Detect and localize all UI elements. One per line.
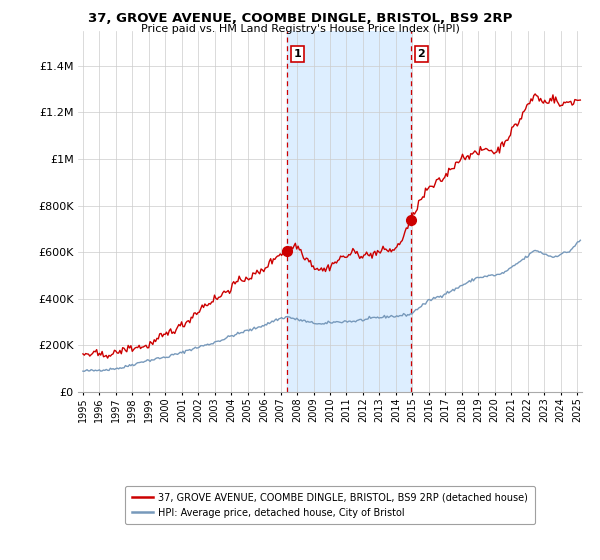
Text: Price paid vs. HM Land Registry's House Price Index (HPI): Price paid vs. HM Land Registry's House … — [140, 24, 460, 34]
Text: 1: 1 — [294, 49, 302, 59]
Bar — [287, 31, 411, 392]
Legend: 37, GROVE AVENUE, COOMBE DINGLE, BRISTOL, BS9 2RP (detached house), HPI: Average: 37, GROVE AVENUE, COOMBE DINGLE, BRISTOL… — [125, 486, 535, 524]
Text: 37, GROVE AVENUE, COOMBE DINGLE, BRISTOL, BS9 2RP: 37, GROVE AVENUE, COOMBE DINGLE, BRISTOL… — [88, 12, 512, 25]
Text: 2: 2 — [417, 49, 425, 59]
